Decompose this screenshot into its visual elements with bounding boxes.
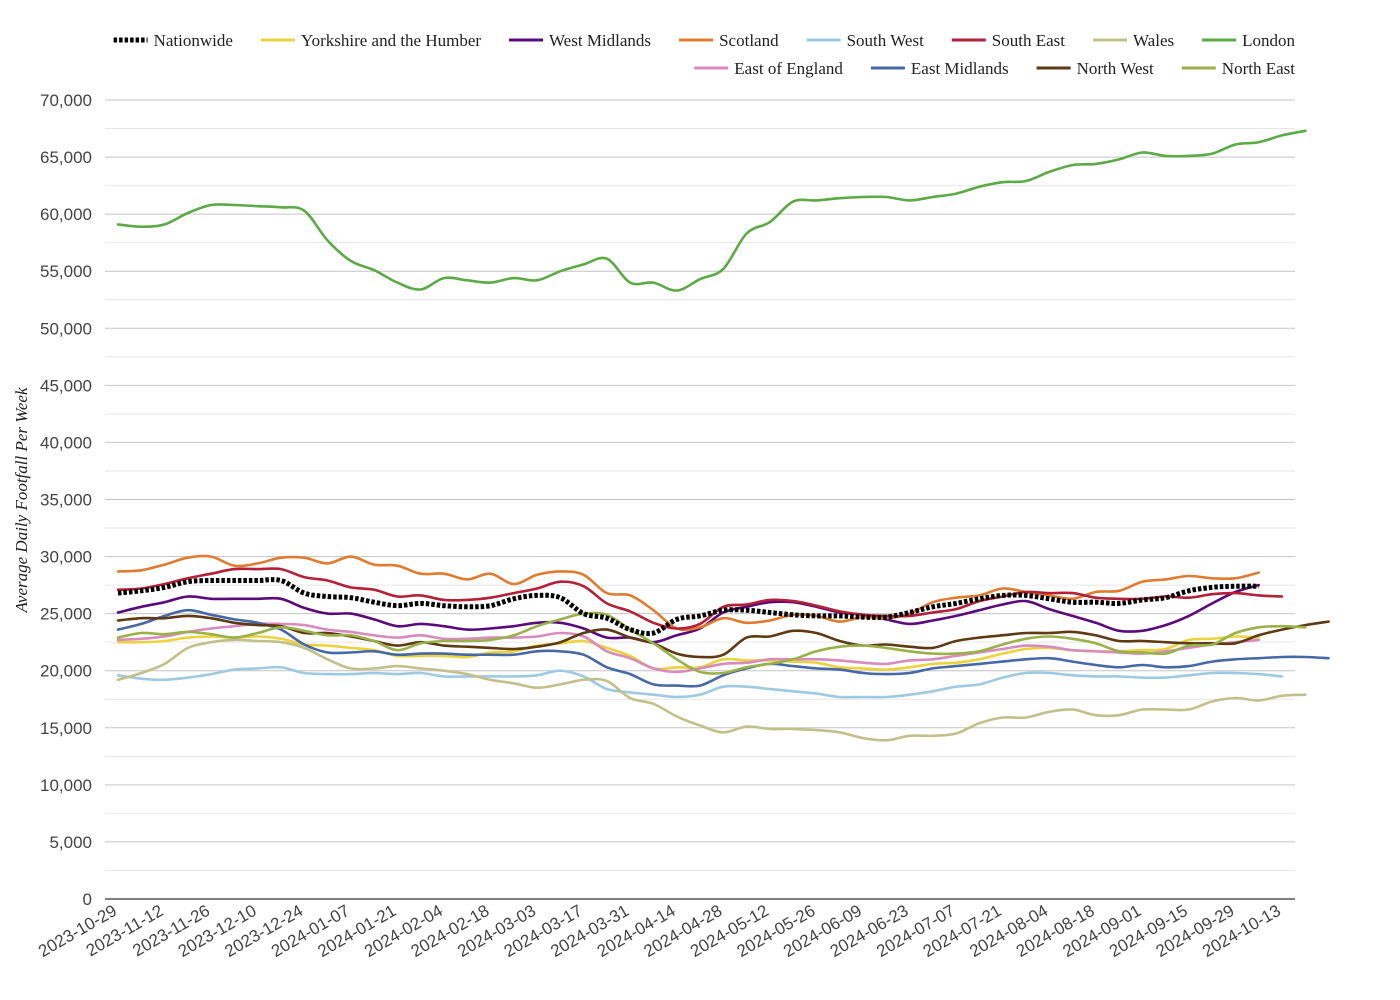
legend-item: North West — [1036, 59, 1154, 78]
legend-label: West Midlands — [549, 31, 651, 50]
x-axis-ticks: 2023-10-292023-11-122023-11-262023-12-10… — [35, 901, 1284, 961]
series-line-south-east — [116, 567, 1284, 630]
y-axis-ticks: 0 5,000 10,000 15,000 20,000 25,000 30,000 35,0… — [40, 91, 92, 909]
legend-label: Scotland — [719, 31, 779, 50]
y-tick-label: 55,000 — [40, 262, 92, 281]
legend-item: London — [1202, 31, 1295, 50]
series-lines — [116, 129, 1330, 742]
legend-label: Nationwide — [154, 31, 233, 50]
legend-label: South East — [992, 31, 1065, 50]
y-tick-label: 65,000 — [40, 148, 92, 167]
y-axis-label: Average Daily Footfall Per Week — [12, 387, 31, 613]
y-tick-label: 20,000 — [40, 662, 92, 681]
y-tick-label: 60,000 — [40, 205, 92, 224]
series-line-south-west — [116, 665, 1284, 699]
y-tick-label: 5,000 — [49, 833, 92, 852]
legend-item: East Midlands — [870, 59, 1009, 78]
y-tick-label: 0 — [83, 890, 92, 909]
legend-label: Yorkshire and the Humber — [301, 31, 481, 50]
legend-label: East of England — [734, 59, 843, 78]
series-line-wales — [116, 638, 1307, 742]
grid-lines — [105, 99, 1295, 900]
legend-item: Scotland — [679, 31, 779, 50]
y-tick-label: 15,000 — [40, 719, 92, 738]
legend-item: South East — [951, 31, 1065, 50]
legend-label: Wales — [1133, 31, 1174, 50]
y-tick-label: 50,000 — [40, 319, 92, 338]
y-tick-label: 30,000 — [40, 548, 92, 567]
y-tick-label: 10,000 — [40, 776, 92, 795]
series-line-west-midlands — [116, 583, 1260, 644]
legend-item: South West — [806, 31, 924, 50]
y-tick-label: 40,000 — [40, 433, 92, 452]
legend-item: East of England — [694, 59, 843, 78]
legend-item: Yorkshire and the Humber — [261, 31, 481, 50]
y-tick-label: 35,000 — [40, 491, 92, 510]
series-line-north-east — [116, 611, 1307, 675]
y-tick-label: 70,000 — [40, 91, 92, 110]
series-line-nationwide — [117, 577, 1259, 637]
legend-label: North West — [1077, 59, 1154, 78]
legend-label: East Midlands — [911, 59, 1009, 78]
legend-item: Nationwide — [113, 31, 233, 50]
series-line-east-of-england — [116, 622, 1260, 674]
legend-label: North East — [1222, 59, 1295, 78]
legend-item: North East — [1181, 59, 1295, 78]
legend-label: London — [1242, 31, 1295, 50]
legend-label: South West — [847, 31, 924, 50]
series-line-east-midlands — [116, 608, 1330, 688]
legend-item: West Midlands — [509, 31, 651, 50]
legend-item: Wales — [1093, 31, 1174, 50]
y-tick-label: 45,000 — [40, 376, 92, 395]
series-line-london — [116, 129, 1307, 292]
y-tick-label: 25,000 — [40, 605, 92, 624]
series-line-scotland — [116, 554, 1260, 632]
legend: Nationwide Yorkshire and the Humber West M… — [113, 31, 1295, 78]
